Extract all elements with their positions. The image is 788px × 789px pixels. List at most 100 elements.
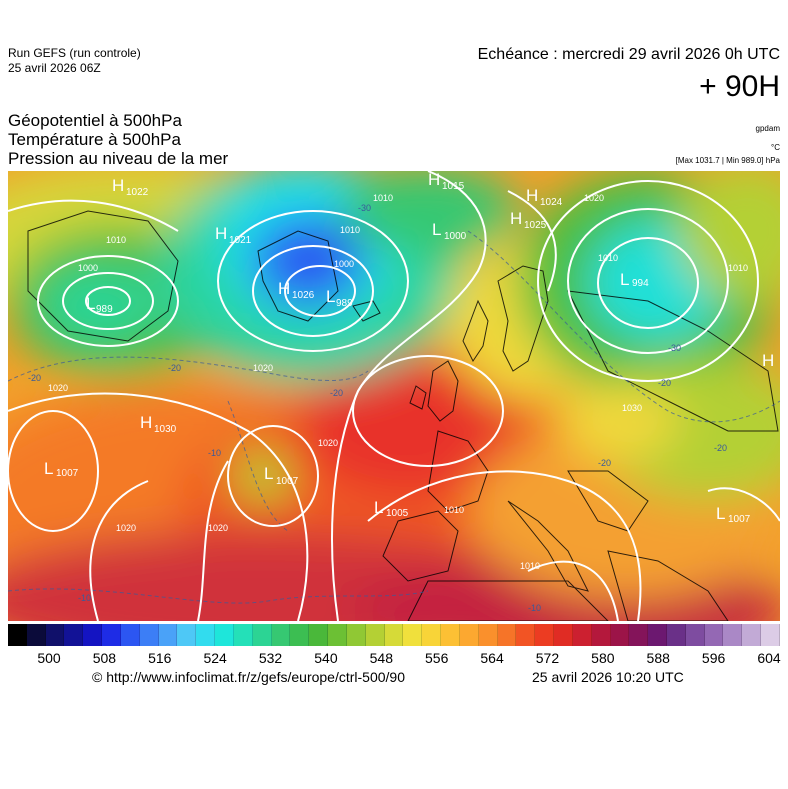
svg-text:1010: 1010 [598,253,618,263]
svg-text:1007: 1007 [56,468,79,479]
color-swatch [685,624,705,646]
svg-text:1020: 1020 [48,383,68,393]
svg-text:L: L [326,287,335,306]
color-scale-bar [8,624,780,646]
color-swatch [120,624,140,646]
weather-map: H 1022 H 1021 L 989 H 1026 L 989 H 1015 L 1000 … [8,171,780,621]
color-swatch [290,624,310,646]
color-scale-tick-label: 524 [203,650,227,666]
svg-text:-10: -10 [208,448,221,458]
svg-text:1010: 1010 [106,235,126,245]
svg-text:1021: 1021 [229,235,252,246]
color-swatch [591,624,611,646]
svg-text:1010: 1010 [520,561,540,571]
svg-text:H: H [762,351,774,370]
color-swatch [271,624,291,646]
color-swatch [441,624,460,646]
color-swatch [309,624,329,646]
color-scale-tick-label: 508 [92,650,117,666]
color-swatch [365,624,385,646]
svg-text:1020: 1020 [253,363,273,373]
svg-text:L: L [374,498,383,517]
title-geopotential: Géopotentiel à 500hPa [8,111,182,130]
color-swatch [704,624,724,646]
svg-text:-20: -20 [598,458,611,468]
svg-text:1015: 1015 [442,181,465,192]
run-name: Run GEFS (run controle) [8,46,141,60]
color-scale-ticks: 500 508 516 524 532 540 548 556 564 572 580 588 596 6… [8,650,780,666]
svg-text:1020: 1020 [116,523,136,533]
color-scale-tick-label: 556 [425,650,449,666]
svg-text:989: 989 [96,304,113,315]
color-scale-tick-label: 516 [148,650,172,666]
color-scale-tick-label: 588 [646,650,670,666]
color-scale-tick-label: 604 [757,650,781,666]
color-swatch [742,624,762,646]
svg-text:1030: 1030 [154,424,177,435]
color-scale-tick-label: 500 [37,650,61,666]
color-swatch [158,624,178,646]
svg-text:1020: 1020 [208,523,228,533]
color-swatch [384,624,404,646]
color-swatch [723,624,743,646]
color-swatch [346,624,366,646]
color-swatch [8,624,27,646]
color-scale-tick-label: 596 [701,650,726,666]
svg-text:-20: -20 [168,363,181,373]
svg-text:-20: -20 [28,373,41,383]
color-swatch [328,624,347,646]
svg-text:H: H [278,279,290,298]
color-swatch [554,624,573,646]
svg-text:-30: -30 [668,343,681,353]
color-swatch [516,624,536,646]
color-swatch [252,624,272,646]
color-swatch [422,624,442,646]
svg-text:L: L [44,459,53,478]
svg-text:-20: -20 [658,378,671,388]
source-credit: © http://www.infoclimat.fr/z/gefs/europe… [92,669,406,685]
color-swatch [102,624,121,646]
svg-text:1020: 1020 [584,193,604,203]
valid-time: Echéance : mercredi 29 avril 2026 0h UTC [477,46,780,63]
color-swatch [535,624,555,646]
svg-text:H: H [526,186,538,205]
svg-text:994: 994 [632,278,649,289]
color-swatch [83,624,103,646]
color-scale-tick-label: 532 [258,650,283,666]
svg-text:1026: 1026 [292,290,315,301]
color-swatch [196,624,216,646]
svg-text:-30: -30 [358,203,371,213]
color-swatch [572,624,592,646]
svg-text:1010: 1010 [373,193,393,203]
unit-temperature: °C [771,143,780,152]
color-scale-tick-label: 580 [591,650,615,666]
color-swatch [64,624,84,646]
color-swatch [610,624,630,646]
svg-text:1000: 1000 [78,263,98,273]
svg-text:H: H [428,171,440,189]
color-swatch [139,624,159,646]
svg-text:1022: 1022 [126,187,149,198]
svg-text:1010: 1010 [728,263,748,273]
color-swatch [629,624,649,646]
color-swatch [177,624,197,646]
svg-text:1000: 1000 [444,231,467,242]
unit-geopotential: gpdam [755,124,780,133]
color-swatch [666,624,686,646]
pressure-range: [Max 1031.7 | Min 989.0] hPa [675,156,780,165]
svg-text:L: L [620,270,629,289]
svg-text:1024: 1024 [540,197,563,208]
svg-text:H: H [112,176,124,195]
svg-text:H: H [510,209,522,228]
color-scale-tick-label: 564 [480,650,504,666]
svg-text:-10: -10 [78,593,91,603]
color-swatch [233,624,253,646]
svg-text:1007: 1007 [276,476,299,487]
svg-text:H: H [215,224,227,243]
color-swatch [403,624,423,646]
svg-text:1030: 1030 [622,403,642,413]
svg-text:L: L [432,220,441,239]
svg-text:H: H [140,413,152,432]
svg-text:L: L [264,464,273,483]
color-scale-tick-label: 548 [369,650,393,666]
